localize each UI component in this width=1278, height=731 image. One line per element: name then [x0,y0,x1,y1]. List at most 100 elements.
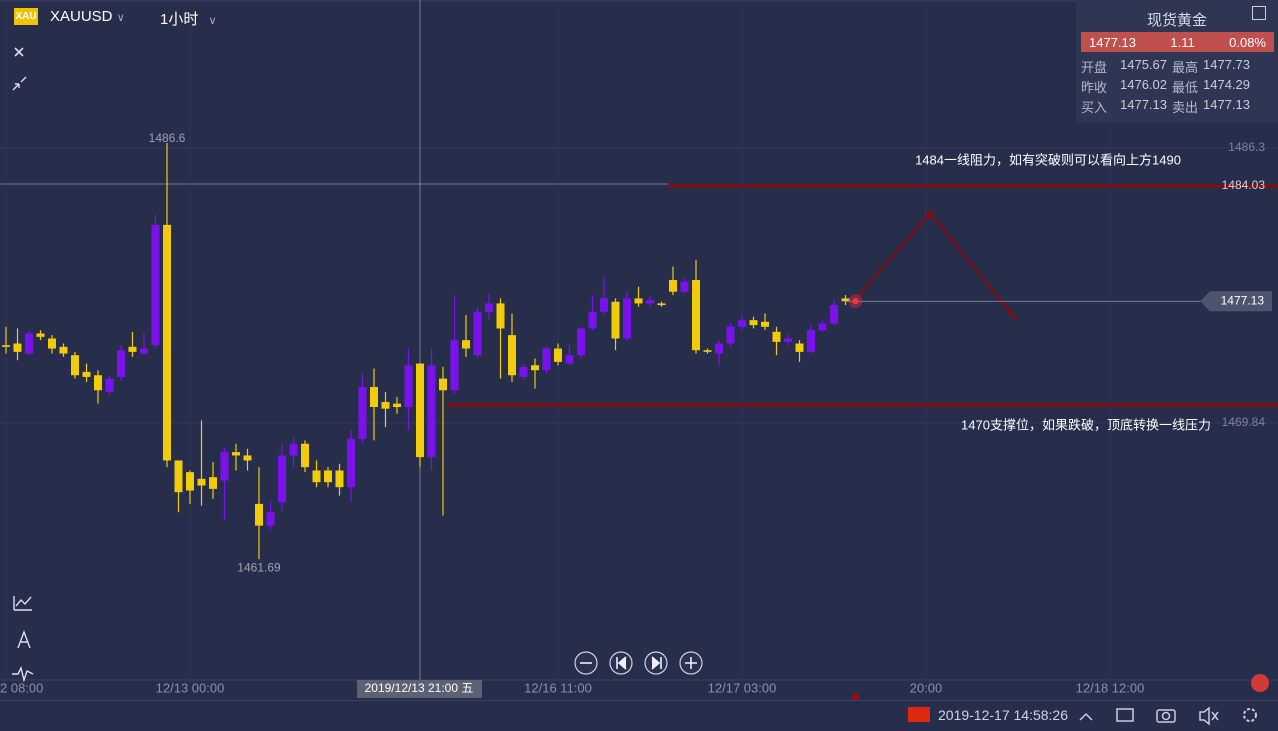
draw-icon [17,630,31,649]
candle-body [462,340,470,349]
indicator-icon [13,596,32,611]
candle-body [795,343,804,352]
candle-body [749,320,758,326]
crosshair-label-bg [357,680,482,698]
candle-body [703,350,712,352]
nav-icon [616,656,627,670]
quote-label: 昨收 [1081,80,1108,95]
marker [852,693,860,700]
candle-body [278,455,286,503]
candle-body [186,472,194,491]
x-tick-label: 12/17 03:00 [708,680,777,695]
timeframe-selector[interactable]: 1小时 ∨ [160,11,217,28]
flag-icon [908,707,930,722]
timeframe: 1小时 [160,11,199,28]
quote-value: 1477.13 [1203,97,1250,112]
candle-body [335,470,344,488]
layout-icon[interactable] [1116,708,1134,722]
quote-value: 1476.02 [1120,77,1167,92]
candle-body [611,301,620,339]
settings-icon[interactable] [1243,708,1257,722]
camera-icon[interactable] [1156,709,1176,723]
candle-body [71,355,79,376]
candle-body [588,311,597,329]
candle-body [600,298,608,312]
symbol-selector[interactable]: XAUUSD ∨ [50,8,125,25]
candle-body [542,348,551,371]
quote-label: 卖出 [1172,100,1199,115]
candle-body [36,333,45,337]
candle-body [738,320,746,327]
candle-body [784,338,792,342]
candle-body [312,470,321,483]
candle-body [761,321,769,327]
top-bar: XAU XAUUSD ∨ 1小时 ∨ [0,0,1076,34]
candle-body [830,305,838,324]
x-tick-label: 2 08:00 [0,680,43,695]
candle-body [324,470,332,483]
status-icons [1079,706,1257,726]
y-tick-label: 1469.84 [1222,415,1266,429]
candle-body [565,355,574,364]
candle-body [2,345,10,347]
nav-icon [651,656,662,670]
quote-label: 买入 [1081,100,1108,115]
candle-body [692,280,700,351]
candle-body [347,438,355,488]
candle-body [232,452,240,456]
price: 1477.13 [1089,34,1136,50]
candle-body [140,348,148,354]
candle-body [508,335,516,376]
candle-body [669,280,677,292]
candle-body [623,298,631,339]
candle-body [209,477,217,489]
candle-body [266,512,275,526]
candle-body [427,365,436,458]
quote-value: 1474.29 [1203,77,1250,92]
candle-body [94,375,102,391]
quote-value: 1477.73 [1203,57,1250,72]
candle-body [807,330,815,352]
candle-body [439,378,447,391]
candle-body [646,300,654,304]
candle-body [370,386,378,407]
candle-body [473,311,482,356]
quote-label: 开盘 [1081,60,1108,75]
shrink-icon [12,76,27,91]
change-pct: 0.08% [1229,34,1266,50]
quote-panel: 现货黄金 1477.13 1.11 0.08% 开盘 1475.67 最高 1477.… [1076,0,1278,122]
candle-body [220,452,229,481]
candle-body [82,371,91,377]
candle-body [289,443,298,456]
panel-menu[interactable] [1252,6,1266,20]
candle-body [657,303,666,306]
price-tag-label: 1477.13 [1221,293,1265,307]
change: 1.11 [1170,34,1195,50]
candle-body [105,378,114,392]
symbol: XAUUSD [50,8,113,25]
candle-body [680,281,689,292]
quote-label: 最高 [1172,60,1199,75]
close-icon[interactable] [14,47,24,57]
support-annotation: 1470支撑位，如果跌破，顶底转换一线压力 [961,417,1211,432]
crosshair-label: 2019/12/13 21:00 五 [365,681,474,695]
chart-background [0,0,1278,700]
price-tag [1200,291,1272,312]
quote-title: 现货黄金 [1146,12,1207,29]
candle-body [25,333,33,354]
low-label: 1461.69 [237,560,281,574]
candle-body [496,303,505,329]
candle-body [519,366,528,377]
high-label: 1486.6 [149,131,186,145]
candle-body [772,331,781,342]
candle-body [531,365,539,371]
x-tick-label: 12/13 00:00 [156,680,225,695]
expand-icon[interactable] [1079,712,1093,721]
sound-icon[interactable] [1199,706,1219,726]
candle-body [243,455,252,461]
quote-label: 最低 [1172,80,1199,95]
candle-body [197,478,206,486]
alert-badge [1251,674,1269,692]
candle-body [726,326,735,344]
camera-lens [1161,711,1171,721]
